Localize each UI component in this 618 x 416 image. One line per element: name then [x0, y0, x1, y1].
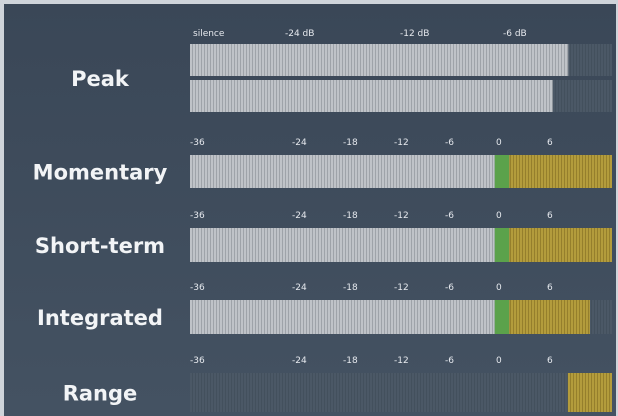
scale-label: -24	[292, 211, 307, 221]
scale-label: -6	[445, 356, 454, 366]
scale-label: -12	[394, 211, 409, 221]
meter-bar-normal	[190, 300, 495, 334]
scale-label: 0	[496, 138, 502, 148]
meter-bar-over	[509, 228, 612, 262]
meter-bar-target	[494, 228, 510, 262]
scale-label: 0	[496, 283, 502, 293]
scale-label: -12 dB	[400, 29, 429, 39]
meter-bar-over	[509, 300, 590, 334]
scale-label: -36	[190, 138, 205, 148]
meter-label: Short-term	[35, 234, 165, 258]
meter-label: Momentary	[33, 161, 168, 185]
scale-label: -24 dB	[285, 29, 314, 39]
scale-label: -18	[343, 138, 358, 148]
scale-label: -12	[394, 283, 409, 293]
range-bar	[567, 373, 612, 412]
scale-label: -36	[190, 283, 205, 293]
scale-label: -18	[343, 356, 358, 366]
scale-label: 6	[547, 211, 553, 221]
meter-bar-normal	[190, 228, 495, 262]
meter-label: Peak	[71, 67, 130, 91]
scale-label: -6	[445, 138, 454, 148]
meter-bar-target	[494, 300, 510, 334]
scale-label: -12	[394, 356, 409, 366]
scale-label: -24	[292, 283, 307, 293]
scale-label: 6	[547, 138, 553, 148]
scale-label: -24	[292, 138, 307, 148]
meter-track	[190, 373, 612, 412]
meter-label: Range	[63, 382, 138, 406]
peak-bar	[190, 44, 569, 76]
scale-label: -6	[445, 283, 454, 293]
peak-bar	[190, 80, 553, 112]
scale-label: -18	[343, 283, 358, 293]
scale-label: -6 dB	[503, 29, 527, 39]
meter-bar-over	[509, 155, 612, 188]
scale-label: 0	[496, 356, 502, 366]
meter-bar-normal	[190, 155, 495, 188]
scale-label: silence	[193, 29, 225, 39]
scale-label: 0	[496, 211, 502, 221]
scale-label: -36	[190, 356, 205, 366]
scale-label: -12	[394, 138, 409, 148]
scale-label: 6	[547, 283, 553, 293]
scale-label: -6	[445, 211, 454, 221]
scale-label: -24	[292, 356, 307, 366]
scale-label: 6	[547, 356, 553, 366]
meter-label: Integrated	[37, 306, 163, 330]
scale-label: -18	[343, 211, 358, 221]
scale-label: -36	[190, 211, 205, 221]
meter-bar-target	[494, 155, 510, 188]
